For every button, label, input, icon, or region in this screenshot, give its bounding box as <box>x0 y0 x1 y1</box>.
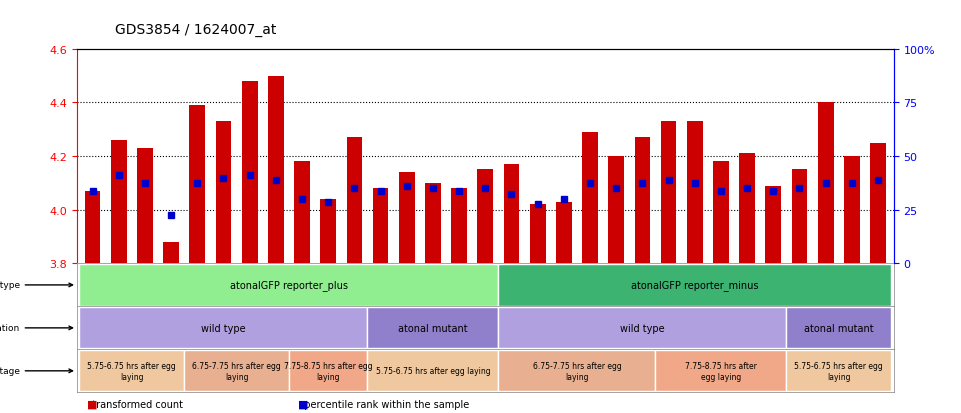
Bar <box>268 76 283 264</box>
Bar <box>844 157 860 264</box>
Text: atonalGFP reporter_plus: atonalGFP reporter_plus <box>230 280 348 291</box>
Bar <box>111 140 127 264</box>
Text: GDS3854 / 1624007_at: GDS3854 / 1624007_at <box>115 23 277 37</box>
Bar <box>870 143 886 264</box>
FancyBboxPatch shape <box>655 350 786 392</box>
Bar <box>530 205 546 264</box>
FancyBboxPatch shape <box>367 350 499 392</box>
FancyBboxPatch shape <box>499 308 786 349</box>
Bar <box>373 189 388 264</box>
Text: 6.75-7.75 hrs after egg
laying: 6.75-7.75 hrs after egg laying <box>532 361 622 381</box>
Bar <box>294 162 309 264</box>
Bar <box>452 189 467 264</box>
FancyBboxPatch shape <box>786 350 891 392</box>
Bar <box>189 106 205 264</box>
Text: wild type: wild type <box>201 323 246 333</box>
Text: percentile rank within the sample: percentile rank within the sample <box>298 399 469 409</box>
Text: wild type: wild type <box>620 323 665 333</box>
Bar <box>347 138 362 264</box>
Bar <box>634 138 651 264</box>
FancyBboxPatch shape <box>185 350 289 392</box>
Bar <box>766 186 781 264</box>
Bar <box>163 242 179 264</box>
Bar <box>137 149 153 264</box>
FancyBboxPatch shape <box>289 350 367 392</box>
FancyBboxPatch shape <box>80 265 499 306</box>
Bar <box>739 154 755 264</box>
Bar <box>661 122 677 264</box>
Bar <box>582 133 598 264</box>
Bar <box>608 157 624 264</box>
Text: genotype/variation: genotype/variation <box>0 324 72 332</box>
Bar <box>792 170 807 264</box>
FancyBboxPatch shape <box>80 350 185 392</box>
Text: ■: ■ <box>86 399 97 409</box>
Bar <box>242 82 258 264</box>
Text: transformed count: transformed count <box>86 399 184 409</box>
Text: atonal mutant: atonal mutant <box>804 323 874 333</box>
Text: atonalGFP reporter_minus: atonalGFP reporter_minus <box>631 280 758 291</box>
Text: 5.75-6.75 hrs after egg
laying: 5.75-6.75 hrs after egg laying <box>795 361 883 381</box>
Bar <box>504 165 519 264</box>
FancyBboxPatch shape <box>786 308 891 349</box>
FancyBboxPatch shape <box>499 265 891 306</box>
FancyBboxPatch shape <box>499 350 655 392</box>
Bar <box>215 122 232 264</box>
Text: 5.75-6.75 hrs after egg
laying: 5.75-6.75 hrs after egg laying <box>87 361 176 381</box>
Text: development stage: development stage <box>0 366 72 375</box>
Bar <box>425 183 441 264</box>
Text: 7.75-8.75 hrs after
egg laying: 7.75-8.75 hrs after egg laying <box>685 361 757 381</box>
Text: 7.75-8.75 hrs after egg
laying: 7.75-8.75 hrs after egg laying <box>283 361 373 381</box>
Bar <box>478 170 493 264</box>
Bar <box>320 199 336 264</box>
Text: ■: ■ <box>298 399 308 409</box>
FancyBboxPatch shape <box>367 308 499 349</box>
Text: 5.75-6.75 hrs after egg laying: 5.75-6.75 hrs after egg laying <box>376 366 490 375</box>
Bar <box>85 192 101 264</box>
Bar <box>818 103 833 264</box>
Bar <box>687 122 702 264</box>
Text: cell type: cell type <box>0 281 72 290</box>
Bar <box>399 173 414 264</box>
Bar <box>556 202 572 264</box>
Bar <box>713 162 728 264</box>
Text: atonal mutant: atonal mutant <box>398 323 468 333</box>
FancyBboxPatch shape <box>80 308 367 349</box>
Text: 6.75-7.75 hrs after egg
laying: 6.75-7.75 hrs after egg laying <box>192 361 281 381</box>
